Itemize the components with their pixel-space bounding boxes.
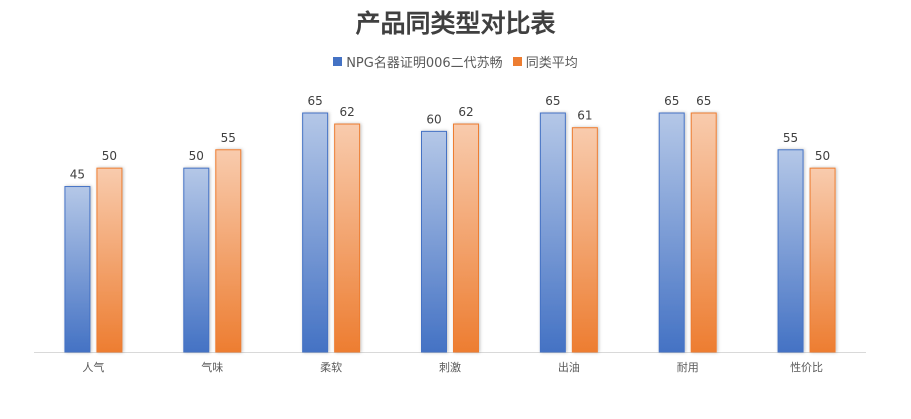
bar-1-刺激 [421,130,447,353]
bar-1-柔软 [302,112,329,353]
data-label: 55 [783,131,798,145]
bar-2-出油 [571,127,598,353]
bar-2-刺激 [453,123,479,353]
bar-1-耐用 [658,112,685,353]
data-label: 50 [102,149,117,163]
legend: NPG名器证明006二代苏畅 同类平均 [0,52,911,71]
bar-2-柔软 [334,123,361,353]
data-label: 65 [664,94,679,108]
x-tick-label: 人气 [82,360,104,374]
legend-swatch-blue [333,57,343,66]
x-tick-label: 耐用 [677,361,699,374]
bar-1-性价比 [777,149,804,353]
data-label: 55 [221,131,236,145]
bar-1-气味 [183,167,210,353]
x-tick-label: 刺激 [439,360,461,374]
data-label: 45 [70,168,85,182]
legend-swatch-orange [512,57,522,66]
legend-label: 同类平均 [525,56,578,71]
bar-1-出油 [539,112,566,353]
bar-2-气味 [215,149,242,353]
legend-item-series-1: NPG名器证明006二代苏畅 [333,52,503,71]
x-tick-label: 出油 [558,360,580,374]
x-tick-label: 性价比 [790,360,823,374]
bar-2-性价比 [809,167,836,353]
legend-item-series-2: 同类平均 [512,52,578,71]
data-label: 60 [426,112,441,126]
bar-2-耐用 [690,112,717,353]
legend-label: NPG名器证明006二代苏畅 [346,56,503,71]
data-label: 65 [545,94,560,108]
x-tick-label: 柔软 [320,360,342,374]
data-label: 50 [815,149,830,163]
chart-title: 产品同类型对比表 [355,9,556,38]
bar-2-人气 [96,167,123,353]
data-label: 62 [458,105,473,119]
data-label: 65 [696,94,711,108]
data-label: 65 [308,94,323,108]
data-label: 62 [340,105,355,119]
data-label: 61 [577,109,592,123]
bar-1-人气 [64,186,91,353]
x-tick-label: 气味 [201,360,223,374]
data-label: 50 [189,149,204,163]
